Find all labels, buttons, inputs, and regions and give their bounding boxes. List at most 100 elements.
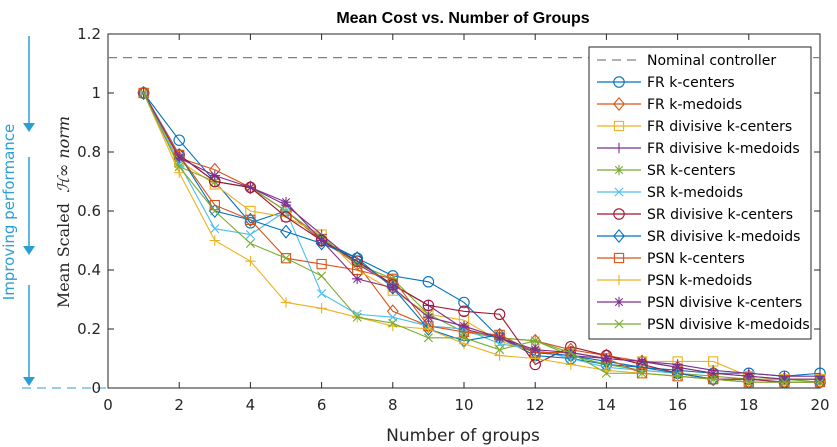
y-axis-label: Mean Scaled ℋ∞ norm xyxy=(54,116,73,308)
x-tick-label: 8 xyxy=(388,396,398,414)
data-point xyxy=(636,356,648,367)
data-point xyxy=(708,374,718,384)
data-point xyxy=(244,180,257,195)
legend-swatch-marker xyxy=(613,76,625,88)
data-point xyxy=(352,273,363,285)
legend-entry: FR divisive k-medoids xyxy=(597,141,800,157)
legend-entry: PSN k-centers xyxy=(597,251,745,267)
data-point xyxy=(317,289,327,299)
legend-entry: SR k-medoids xyxy=(597,185,743,201)
data-point xyxy=(778,375,791,390)
chart-title: Mean Cost vs. Number of Groups xyxy=(336,10,589,27)
data-point xyxy=(351,255,363,267)
data-point xyxy=(209,235,220,246)
data-point xyxy=(245,182,256,193)
legend-label: FR k-medoids xyxy=(647,97,742,113)
x-tick-label: 0 xyxy=(103,396,113,414)
data-point xyxy=(458,305,470,318)
y-tick-label: 1.2 xyxy=(77,25,101,43)
data-point xyxy=(744,377,754,387)
data-point xyxy=(210,224,220,234)
data-point xyxy=(280,297,292,308)
arrow-head-icon xyxy=(23,377,35,386)
data-point xyxy=(530,353,541,364)
x-tick-labels: 0 2 4 6 8 10 12 14 16 18 20 xyxy=(103,396,829,414)
data-point xyxy=(245,255,256,267)
data-point xyxy=(245,214,256,225)
data-point xyxy=(530,344,541,355)
data-point xyxy=(317,271,327,281)
data-point xyxy=(814,375,826,390)
legend-box xyxy=(588,46,812,340)
data-point xyxy=(316,303,327,314)
legend-swatch-marker xyxy=(613,120,625,132)
data-point xyxy=(173,134,185,146)
legend-entry: SR k-centers xyxy=(597,163,736,179)
data-point xyxy=(387,282,398,293)
y-tick-label: 0.8 xyxy=(77,143,101,161)
data-point xyxy=(815,377,825,387)
legend-swatch-marker xyxy=(613,296,625,308)
series-layer xyxy=(137,85,826,390)
legend-entry: Nominal controller xyxy=(597,53,776,69)
x-tick-label: 2 xyxy=(174,396,184,414)
legend-swatch-marker xyxy=(613,208,625,220)
series-line xyxy=(143,92,820,380)
data-point xyxy=(388,318,398,328)
series-psn-divisive-k-medoids xyxy=(139,88,825,387)
legend-label: PSN k-centers xyxy=(647,251,745,267)
data-point xyxy=(245,230,255,240)
data-point xyxy=(673,371,683,381)
data-point xyxy=(422,276,435,288)
x-tick-label: 12 xyxy=(526,396,545,414)
legend: Nominal controller FR k-centers FR k-medoi… xyxy=(588,46,812,340)
x-tick-label: 6 xyxy=(317,396,327,414)
legend-label: SR divisive k-centers xyxy=(647,207,793,223)
x-tick-label: 18 xyxy=(739,396,758,414)
legend-label: PSN divisive k-medoids xyxy=(647,317,810,333)
data-point xyxy=(422,299,435,312)
data-point xyxy=(244,217,257,229)
data-point xyxy=(743,371,754,382)
legend-entry: PSN divisive k-centers xyxy=(597,295,802,311)
data-point xyxy=(316,258,327,270)
legend-label: FR divisive k-centers xyxy=(647,119,792,135)
legend-label: SR k-medoids xyxy=(647,185,743,201)
x-tick-label: 14 xyxy=(597,396,616,414)
data-point xyxy=(139,88,149,98)
y-tick-label: 0 xyxy=(91,379,101,397)
legend-label: Nominal controller xyxy=(647,53,776,69)
data-point xyxy=(351,251,364,266)
data-point xyxy=(601,368,611,378)
data-point xyxy=(137,85,150,101)
data-point xyxy=(708,368,719,379)
data-point xyxy=(637,368,647,378)
data-point xyxy=(208,203,221,219)
legend-swatch-marker xyxy=(613,142,625,154)
axis-ticks xyxy=(107,33,821,389)
data-point xyxy=(423,333,433,343)
legend-swatch-marker xyxy=(614,319,624,329)
legend-label: PSN k-medoids xyxy=(647,273,752,289)
legend-swatch-marker xyxy=(613,96,625,112)
data-point xyxy=(281,253,291,263)
data-point xyxy=(779,373,790,385)
improving-performance-arrows xyxy=(22,36,108,389)
data-point xyxy=(566,348,576,358)
data-point xyxy=(174,152,185,164)
legend-swatch-marker xyxy=(613,228,625,244)
data-point xyxy=(245,238,255,248)
legend-entry: PSN divisive k-medoids xyxy=(597,317,810,333)
data-point xyxy=(672,362,683,373)
legend-swatch-marker xyxy=(613,274,625,286)
y-tick-label: 0.6 xyxy=(77,202,101,220)
data-point xyxy=(601,359,612,370)
data-point xyxy=(174,162,184,172)
arrow-head-icon xyxy=(23,246,35,255)
x-tick-label: 16 xyxy=(668,396,687,414)
data-point xyxy=(458,338,470,349)
data-point xyxy=(280,253,292,264)
y-tick-label: 0.2 xyxy=(77,320,101,338)
series-line xyxy=(143,92,820,383)
x-tick-label: 10 xyxy=(454,396,473,414)
